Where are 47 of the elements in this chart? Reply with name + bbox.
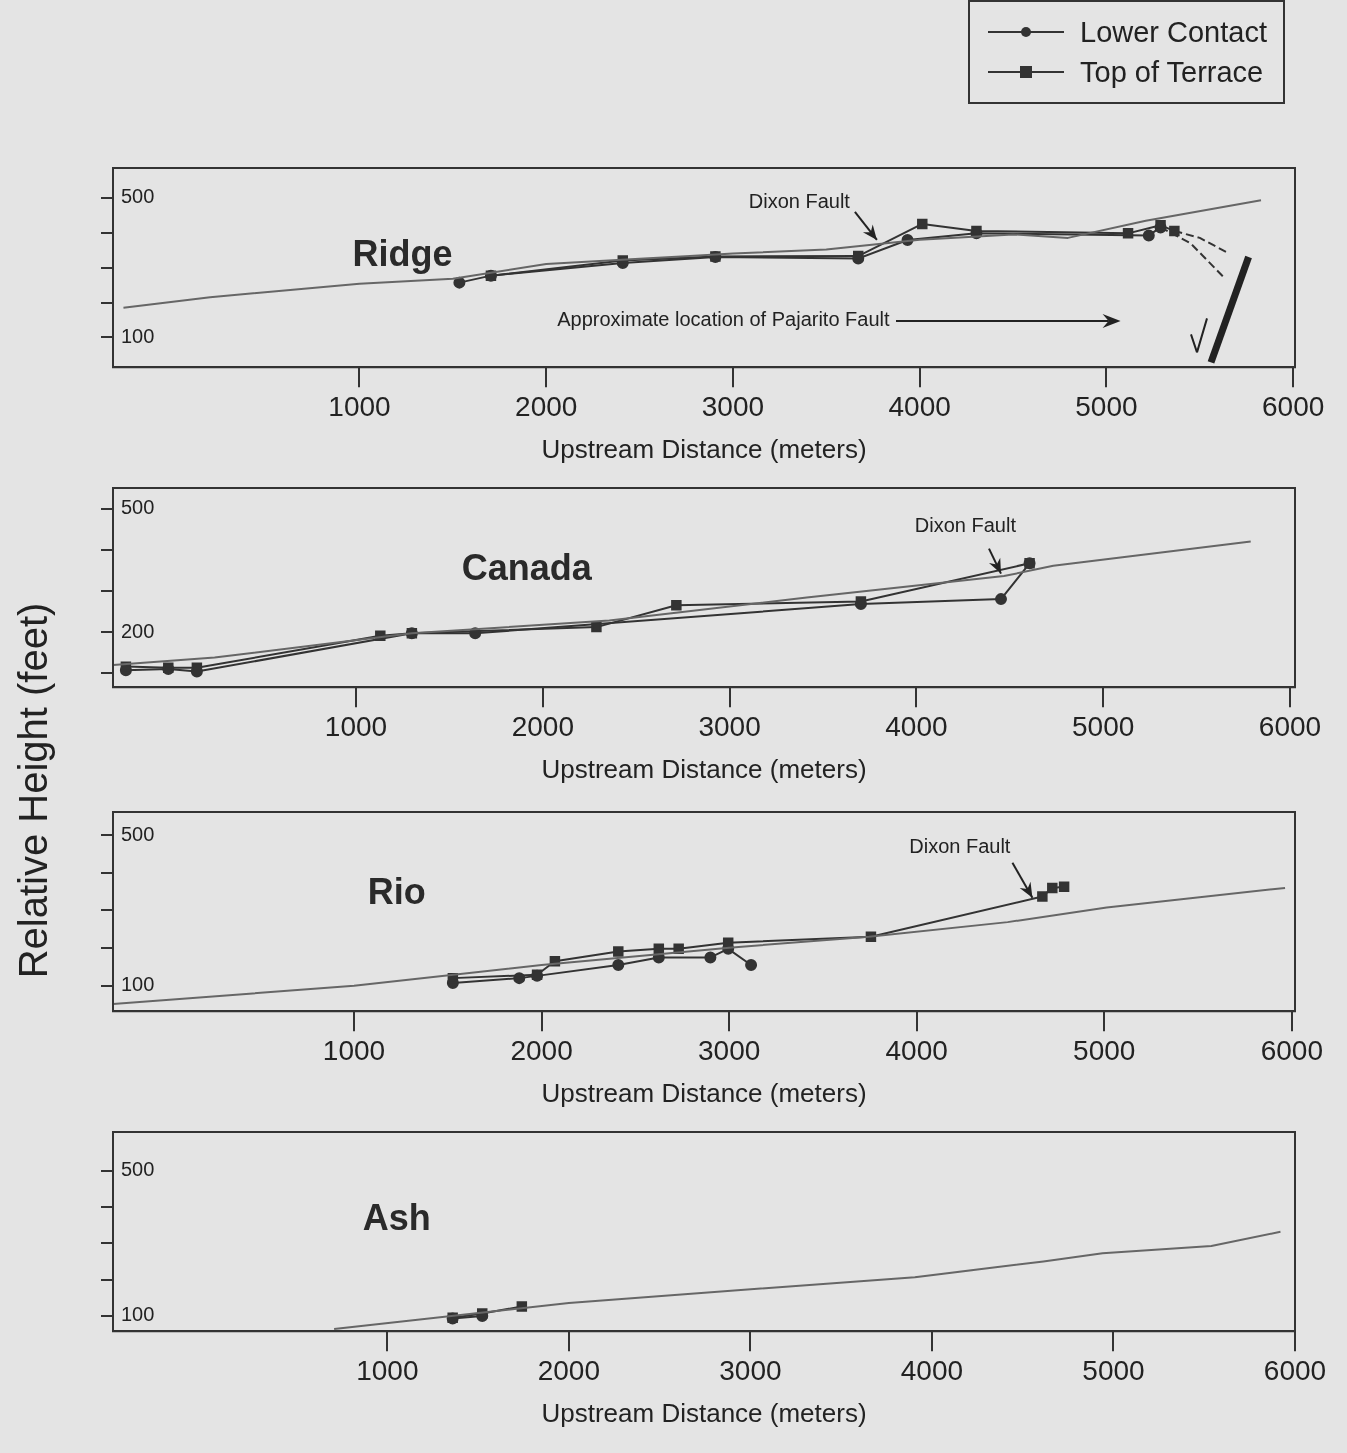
x-tick-label: 1000 [324, 710, 388, 742]
x-tick-label: 6000 [1263, 1354, 1327, 1386]
legend-label: Top of Terrace [1080, 55, 1264, 90]
x-tick-label: 3000 [719, 1354, 782, 1386]
x-tick-label: 2000 [510, 1034, 573, 1066]
x-tick-label: 6000 [1258, 710, 1322, 742]
x-tick-label: 4000 [888, 390, 951, 422]
y-axis-title: Relative Height (feet) [11, 602, 57, 978]
y-tick-label: 500 [121, 496, 155, 519]
x-tick-label: 3000 [701, 390, 765, 422]
x-tick-label: 1000 [356, 1354, 419, 1386]
x-tick-label: 5000 [1075, 390, 1138, 422]
text: Canada [461, 546, 593, 588]
y-tick-label: 100 [121, 973, 155, 996]
annotation: Dixon Fault [909, 835, 1011, 858]
x-tick-label: 4000 [900, 1354, 964, 1386]
text: Rio [367, 870, 426, 912]
x-tick-label: 1000 [322, 1034, 386, 1066]
y-tick-label: 200 [121, 619, 155, 642]
text: Ridge [352, 232, 453, 274]
y-tick-label: 500 [121, 1158, 155, 1181]
x-tick-label: 3000 [698, 710, 761, 742]
x-tick-label: 3000 [697, 1034, 761, 1066]
x-axis-title: Upstream Distance (meters) [541, 753, 867, 784]
x-axis-title: Upstream Distance (meters) [541, 1397, 867, 1428]
x-tick-label: 4000 [885, 1034, 948, 1066]
y-tick-label: 100 [121, 1303, 155, 1326]
x-axis-title: Upstream Distance (meters) [541, 433, 867, 464]
x-tick-label: 5000 [1073, 1034, 1136, 1066]
x-tick-label: 6000 [1260, 1034, 1323, 1066]
x-tick-label: 5000 [1082, 1354, 1145, 1386]
annotation: Dixon Fault [914, 514, 1017, 537]
x-tick-label: 2000 [511, 710, 574, 742]
x-tick-label: 5000 [1072, 710, 1135, 742]
y-tick-label: 100 [121, 325, 155, 348]
annotation: Dixon Fault [748, 189, 851, 212]
x-axis-title: Upstream Distance (meters) [541, 1077, 867, 1108]
y-tick-label: 500 [121, 822, 155, 845]
text: Ash [362, 1196, 431, 1238]
annotation: Approximate location of Pajarito Fault [557, 308, 890, 331]
x-tick-label: 6000 [1261, 390, 1325, 422]
x-tick-label: 2000 [515, 390, 578, 422]
x-tick-label: 1000 [328, 390, 391, 422]
legend-label: Lower Contact [1080, 15, 1267, 50]
x-tick-label: 4000 [885, 710, 948, 742]
y-tick-label: 500 [121, 185, 155, 208]
x-tick-label: 2000 [537, 1354, 600, 1386]
